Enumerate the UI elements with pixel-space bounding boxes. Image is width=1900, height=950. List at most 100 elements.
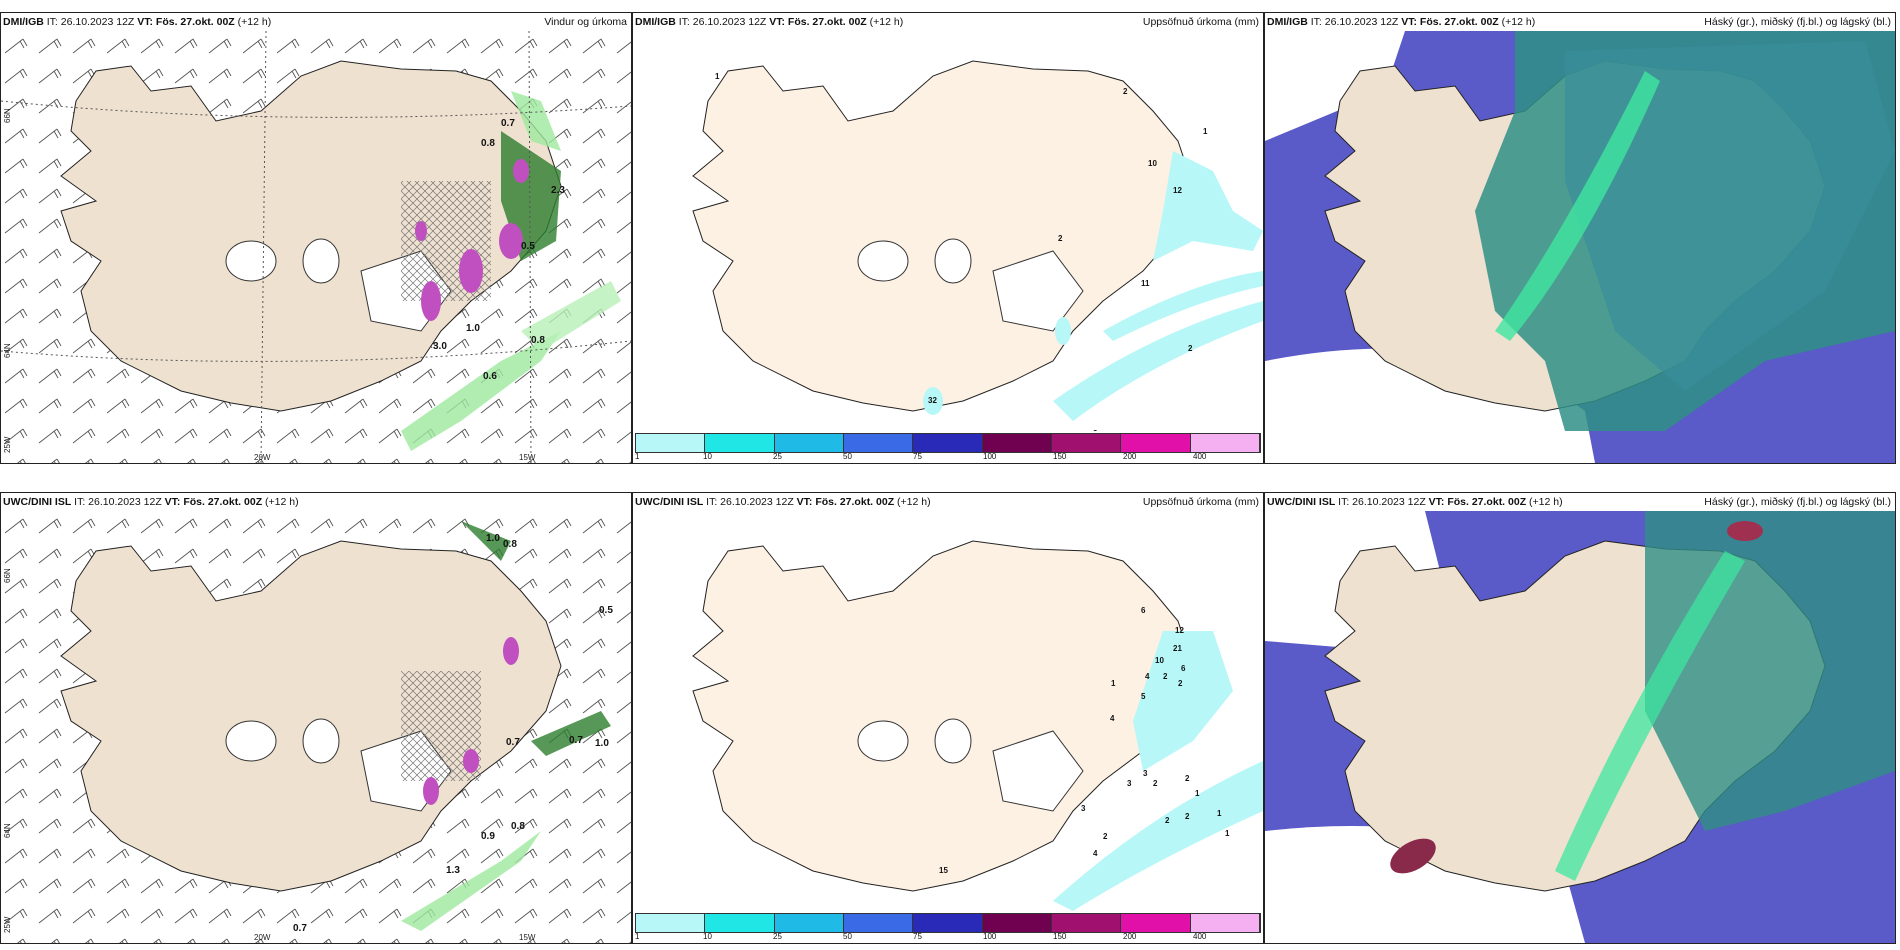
panel-title: Háský (gr.), miðský (fj.bl.) og lágský (… [1704,16,1891,28]
valid-time: VT: Fös. 27.okt. 00Z [164,496,263,508]
legend-swatch [1051,434,1122,452]
svg-text:1: 1 [1111,679,1116,688]
model-name: DMI/IGB [635,16,676,28]
svg-text:0.7: 0.7 [501,118,515,129]
legend-label: 200 [1123,932,1137,941]
legend-label: 150 [1053,932,1067,941]
panel-title: Uppsöfnuð úrkoma (mm) [1142,16,1259,28]
legend-label: 400 [1193,932,1207,941]
legend-swatch [636,434,706,452]
lat-63: 25W [3,436,12,453]
legend-swatch [982,434,1052,452]
legend-label: 1 [635,932,640,941]
lead-time: (+12 h) [237,16,272,28]
svg-text:21: 21 [1173,644,1182,653]
model-name: UWC/DINI ISL [635,496,704,508]
precip-color-legend: 1 10 25 50 75 100 150 200 400 [633,913,1263,943]
legend-swatch [1051,914,1122,932]
svg-text:3: 3 [1081,804,1086,813]
legend-swatch [843,434,914,452]
legend-label: 1 [635,452,640,461]
model-name: UWC/DINI ISL [3,496,72,508]
svg-text:0.8: 0.8 [503,539,517,550]
svg-text:2.3: 2.3 [551,185,565,196]
iceland-landmass [60,60,562,412]
legend-swatch [843,914,914,932]
lon-20w: 20W [254,933,271,942]
svg-text:2: 2 [1153,779,1158,788]
init-time: IT: 26.10.2023 12Z [74,496,162,508]
lat-66: 66N [3,568,12,583]
valid-time: VT: Fös. 27.okt. 00Z [769,16,867,28]
svg-text:1.3: 1.3 [446,865,460,876]
lead-time: (+12 h) [897,496,931,508]
svg-text:2: 2 [1058,234,1063,243]
svg-text:3: 3 [1127,779,1132,788]
legend-swatch [982,914,1052,932]
legend-swatch [913,434,983,452]
svg-text:0.7: 0.7 [569,735,583,746]
init-time: IT: 26.10.2023 12Z [1310,16,1399,28]
legend-swatch [913,914,983,932]
svg-text:1.0: 1.0 [486,533,500,544]
svg-text:6: 6 [1141,606,1146,615]
svg-text:10: 10 [1148,159,1157,168]
svg-text:3: 3 [1093,429,1098,431]
svg-text:0.7: 0.7 [293,923,307,934]
svg-text:12: 12 [1173,186,1182,195]
svg-text:6: 6 [1181,664,1186,673]
legend-label: 400 [1193,452,1207,461]
legend-swatch [636,914,706,932]
iceland-landmass [60,540,562,892]
legend-swatch [1190,434,1260,452]
legend-swatch [705,434,775,452]
svg-text:4: 4 [1145,672,1150,681]
panel-wind-dmi: DMI/IGB IT: 26.10.2023 12Z VT: Fös. 27.o… [0,12,632,464]
iceland-landmass [692,540,1194,892]
panel-title: Vindur og úrkoma [544,16,627,28]
lat-63: 25W [3,916,12,933]
panel-cloud-uwc: UWC/DINI ISL IT: 26.10.2023 12Z VT: Fös.… [1264,492,1896,944]
svg-text:2: 2 [1123,87,1128,96]
lon-15w: 15W [519,933,536,942]
svg-text:2: 2 [1178,679,1183,688]
lead-time: (+12 h) [1501,16,1536,28]
svg-text:1: 1 [1225,829,1230,838]
svg-text:0.8: 0.8 [511,821,525,832]
legend-label: 50 [843,932,852,941]
svg-text:2: 2 [1103,832,1108,841]
svg-text:12: 12 [1175,626,1184,635]
init-time: IT: 26.10.2023 12Z [1338,496,1426,508]
cloud-cover-map [1265,31,1895,463]
svg-text:32: 32 [928,396,937,405]
svg-text:1: 1 [1203,127,1208,136]
svg-text:2: 2 [1188,344,1193,353]
legend-label: 25 [773,452,782,461]
svg-text:0.5: 0.5 [599,605,613,616]
svg-text:1: 1 [715,72,720,81]
legend-label: 25 [773,932,782,941]
valid-time: VT: Fös. 27.okt. 00Z [796,496,895,508]
valid-time: VT: Fös. 27.okt. 00Z [1401,16,1499,28]
svg-text:4: 4 [1093,849,1098,858]
legend-label: 10 [703,452,712,461]
legend-swatch [1121,914,1191,932]
model-name: DMI/IGB [1267,16,1308,28]
legend-label: 50 [843,452,852,461]
precip-color-legend: 1 10 25 50 75 100 150 200 400 [633,433,1263,463]
legend-label: 200 [1123,452,1137,461]
legend-swatch [1121,434,1191,452]
lat-66: 66N [3,108,12,123]
panel-title: Uppsöfnuð úrkoma (mm) [1142,496,1259,508]
svg-text:0.5: 0.5 [521,241,535,252]
legend-swatch [705,914,775,932]
svg-text:4: 4 [1110,714,1115,723]
lead-time: (+12 h) [265,496,299,508]
panel-cloud-dmi: DMI/IGB IT: 26.10.2023 12Z VT: Fös. 27.o… [1264,12,1896,464]
init-time: IT: 26.10.2023 12Z [678,16,767,28]
accumulated-precip-map: 6 12 21 10 6 4 2 2 1 5 4 3 3 2 2 1 1 2 2… [692,540,1263,911]
panel-accum-dmi: DMI/IGB IT: 26.10.2023 12Z VT: Fös. 27.o… [632,12,1264,464]
legend-label: 75 [913,932,922,941]
accumulated-precip-map: 1 2 1 10 12 2 11 2 3 32 [692,60,1263,431]
init-time: IT: 26.10.2023 12Z [706,496,794,508]
